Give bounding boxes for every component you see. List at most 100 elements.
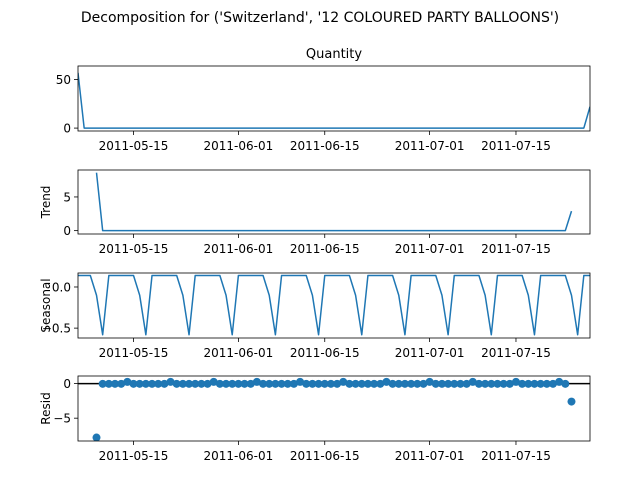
resid-point: [178, 379, 187, 388]
series-line-seasonal: [78, 274, 590, 336]
resid-point: [148, 379, 157, 388]
x-tick-label: 2011-07-01: [395, 139, 465, 153]
resid-point: [271, 379, 280, 388]
x-tick-label: 2011-05-15: [99, 242, 169, 256]
resid-point: [548, 379, 557, 388]
data-layer: [78, 274, 590, 336]
resid-point: [314, 379, 323, 388]
x-tick-label: 2011-07-01: [395, 449, 465, 463]
series-line-trend: [95, 172, 573, 232]
resid-point: [129, 379, 138, 388]
resid-point: [123, 377, 132, 386]
resid-point: [555, 377, 564, 386]
resid-point: [530, 379, 539, 388]
resid-point: [185, 379, 194, 388]
resid-point: [456, 379, 465, 388]
y-tick-label: 0: [63, 377, 71, 391]
resid-point: [141, 379, 150, 388]
resid-point: [407, 379, 416, 388]
axes-frame: [77, 375, 591, 442]
y-tick-label: 0: [63, 224, 71, 238]
x-tick-label: 2011-07-01: [395, 346, 465, 360]
x-tick-label: 2011-05-15: [99, 346, 169, 360]
resid-point-outlier: [92, 433, 101, 441]
resid-point: [265, 379, 274, 388]
resid-point: [117, 379, 126, 388]
resid-point: [215, 379, 224, 388]
x-tick-label: 2011-06-01: [204, 242, 274, 256]
resid-point: [259, 379, 268, 388]
resid-point: [524, 379, 533, 388]
resid-point: [197, 379, 206, 388]
resid-point: [345, 379, 354, 388]
resid-point: [468, 377, 477, 386]
x-tick-label: 2011-06-01: [204, 449, 274, 463]
resid-point: [444, 379, 453, 388]
x-tick-label: 2011-06-01: [204, 346, 274, 360]
y-axis-label: Seasonal: [39, 278, 53, 332]
y-tick-label: −5: [53, 412, 71, 426]
y-axis-label: Resid: [39, 392, 53, 424]
resid-point: [474, 379, 483, 388]
data-layer: [78, 377, 590, 441]
resid-point: [296, 377, 305, 386]
resid-point: [135, 379, 144, 388]
resid-point: [363, 379, 372, 388]
resid-point: [240, 379, 249, 388]
y-tick-label: 0: [63, 122, 71, 136]
x-tick-label: 2011-06-15: [290, 139, 360, 153]
x-tick-label: 2011-05-15: [99, 449, 169, 463]
resid-point: [320, 379, 329, 388]
resid-point: [203, 379, 212, 388]
y-tick-label: −0.5: [42, 322, 71, 336]
y-tick-label: 5: [63, 190, 71, 204]
y-tick-label: 0.0: [52, 280, 71, 294]
resid-point: [370, 379, 379, 388]
panel-trend: Trend 0 5 2011-05-15 2011-06-01 2011-06-15 201…: [39, 169, 591, 256]
x-tick-label: 2011-06-01: [204, 139, 274, 153]
resid-point: [413, 379, 422, 388]
resid-point: [104, 379, 113, 388]
x-tick-label: 2011-07-15: [481, 139, 551, 153]
x-tick-label: 2011-05-15: [99, 139, 169, 153]
panel-resid: Resid 0 −5 2011-05-15 2011-06-01 2011-06-15 20…: [39, 375, 591, 463]
resid-point: [518, 379, 527, 388]
resid-point: [160, 379, 169, 388]
x-tick-label: 2011-06-15: [290, 449, 360, 463]
resid-point: [536, 379, 545, 388]
resid-point: [234, 379, 243, 388]
resid-point: [166, 377, 175, 386]
resid-point: [561, 379, 570, 388]
resid-point: [246, 379, 255, 388]
resid-point: [431, 379, 440, 388]
resid-point: [172, 379, 181, 388]
resid-point: [357, 379, 366, 388]
resid-point: [308, 379, 317, 388]
resid-point: [450, 379, 459, 388]
resid-point: [302, 379, 311, 388]
x-tick-label: 2011-07-01: [395, 242, 465, 256]
resid-point: [481, 379, 490, 388]
resid-point: [339, 377, 348, 386]
figure-suptitle: Decomposition for ('Switzerland', '12 CO…: [81, 10, 559, 26]
resid-point: [511, 377, 520, 386]
resid-point: [419, 379, 428, 388]
axes-frame: [77, 169, 591, 235]
resid-point: [283, 379, 292, 388]
resid-point: [425, 377, 434, 386]
x-tick-label: 2011-07-15: [481, 449, 551, 463]
resid-point: [333, 379, 342, 388]
resid-point: [400, 379, 409, 388]
resid-point: [191, 379, 200, 388]
resid-point: [394, 379, 403, 388]
x-tick-label: 2011-07-15: [481, 242, 551, 256]
resid-point: [542, 379, 551, 388]
resid-point-outlier: [567, 397, 576, 406]
resid-point: [209, 377, 218, 386]
resid-point: [382, 377, 391, 386]
axes-frame: [77, 272, 591, 339]
resid-point: [98, 379, 107, 388]
resid-point: [111, 379, 120, 388]
resid-point: [289, 379, 298, 388]
